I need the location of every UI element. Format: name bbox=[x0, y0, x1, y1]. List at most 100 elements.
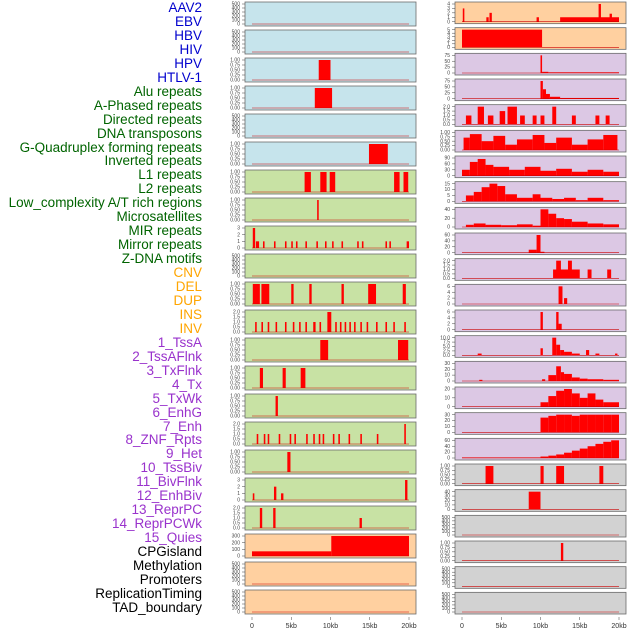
y-tick-label: 300 bbox=[442, 522, 451, 528]
y-tick-label: 0.25 bbox=[230, 297, 240, 303]
panel-background bbox=[244, 561, 417, 587]
y-tick-label: 20 bbox=[444, 367, 450, 373]
bar bbox=[295, 241, 298, 248]
bar bbox=[542, 379, 546, 381]
y-tick-label: 2 bbox=[447, 38, 450, 44]
bar bbox=[469, 161, 478, 176]
track-label: 12_EnhBiv bbox=[136, 488, 202, 504]
y-tick-label: 0 bbox=[237, 610, 240, 616]
track-label: Inverted repeats bbox=[104, 153, 202, 169]
bar bbox=[481, 141, 494, 150]
bar bbox=[516, 197, 533, 202]
left-panel-7: 0.000.250.500.751.00 bbox=[230, 197, 417, 224]
bar bbox=[325, 241, 327, 248]
bar bbox=[598, 4, 601, 22]
bar bbox=[564, 373, 572, 381]
bar bbox=[595, 353, 600, 356]
y-tick-label: 0.00 bbox=[230, 386, 240, 392]
panel-background bbox=[244, 505, 417, 531]
panel-background bbox=[244, 337, 417, 363]
y-tick-label: 1 bbox=[447, 15, 450, 21]
bar bbox=[548, 396, 557, 407]
y-tick-label: 60 bbox=[444, 233, 450, 239]
bar bbox=[532, 194, 541, 202]
bar bbox=[607, 269, 612, 279]
track-label: DNA transposons bbox=[96, 125, 202, 141]
track-label: 7_Enh bbox=[162, 418, 202, 434]
bar bbox=[497, 186, 506, 202]
bar bbox=[465, 195, 474, 202]
y-tick-label: 100 bbox=[232, 18, 241, 24]
bar bbox=[341, 284, 344, 304]
bar bbox=[402, 284, 406, 304]
bar bbox=[564, 452, 572, 458]
bar bbox=[587, 379, 604, 381]
y-tick-label: 60 bbox=[444, 438, 450, 444]
y-tick-label: 0 bbox=[447, 507, 450, 513]
y-tick-label: 1.0 bbox=[233, 516, 240, 522]
y-tick-label: 2.0 bbox=[233, 506, 240, 512]
left-panel-6: 0.000.250.500.751.00 bbox=[230, 169, 417, 196]
y-tick-label: 0 bbox=[447, 199, 450, 205]
y-tick-label: 0.50 bbox=[230, 208, 240, 214]
bar bbox=[469, 134, 482, 150]
bar bbox=[509, 169, 525, 176]
track-label: 15_Quies bbox=[144, 530, 202, 546]
bar bbox=[479, 379, 483, 381]
bar bbox=[252, 228, 256, 248]
panel-background bbox=[244, 141, 417, 167]
y-tick-label: 0.50 bbox=[230, 376, 240, 382]
bar bbox=[289, 434, 292, 444]
y-tick-label: 100 bbox=[232, 606, 241, 612]
y-tick-label: 0.50 bbox=[440, 472, 450, 478]
y-tick-label: 0.25 bbox=[230, 73, 240, 79]
bar bbox=[499, 111, 506, 125]
y-tick-label: 100 bbox=[232, 578, 241, 584]
y-tick-label: 30 bbox=[444, 412, 450, 418]
bar bbox=[332, 241, 334, 248]
bar bbox=[255, 322, 257, 332]
bar bbox=[473, 223, 486, 227]
bar bbox=[332, 434, 335, 444]
y-tick-label: 0 bbox=[447, 379, 450, 385]
bar bbox=[528, 249, 537, 253]
track-label: Low_complexity A/T rich regions bbox=[8, 195, 202, 211]
y-tick-label: 0.75 bbox=[230, 91, 240, 97]
bar bbox=[552, 198, 565, 202]
track-label: EBV bbox=[174, 13, 202, 29]
bar bbox=[556, 454, 565, 458]
panel-background bbox=[244, 29, 417, 55]
panel-background bbox=[244, 477, 417, 503]
y-tick-label: 40 bbox=[444, 207, 450, 213]
bar bbox=[564, 389, 572, 407]
y-tick-label: 0.25 bbox=[230, 381, 240, 387]
bar bbox=[273, 508, 276, 528]
y-tick-label: 3 bbox=[237, 226, 240, 232]
y-tick-label: 400 bbox=[232, 258, 241, 264]
y-tick-label: 200 bbox=[232, 540, 241, 546]
left-panel-18: 0.00.51.01.52.0 bbox=[233, 505, 417, 532]
y-tick-label: 0.25 bbox=[440, 477, 450, 483]
y-tick-label: 1 bbox=[237, 239, 240, 245]
bar bbox=[571, 450, 580, 458]
bar bbox=[540, 312, 543, 330]
y-tick-label: 0 bbox=[447, 19, 450, 25]
bar bbox=[560, 350, 565, 356]
y-tick-label: 1.00 bbox=[440, 130, 450, 136]
bar bbox=[317, 200, 319, 220]
y-tick-label: 1.5 bbox=[233, 427, 240, 433]
track-label: L1 repeats bbox=[138, 167, 202, 183]
track-label: Promoters bbox=[139, 571, 202, 587]
y-tick-label: 30 bbox=[444, 494, 450, 500]
bar bbox=[595, 414, 604, 433]
y-tick-label: 0.5 bbox=[233, 325, 240, 331]
bar bbox=[564, 414, 572, 433]
y-tick-label: 0.25 bbox=[230, 157, 240, 163]
bar bbox=[294, 434, 296, 444]
y-tick-label: 1.00 bbox=[440, 541, 450, 547]
y-tick-label: 30 bbox=[444, 167, 450, 173]
